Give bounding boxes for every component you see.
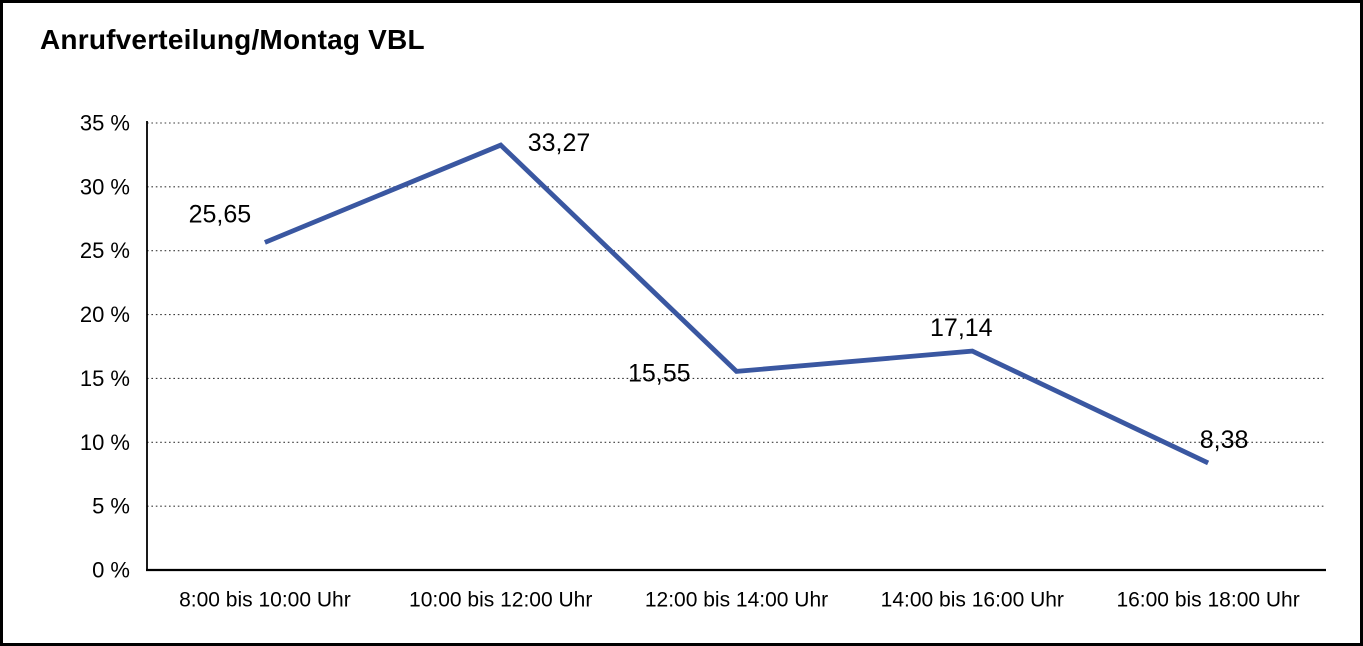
- y-axis-tick-label: 30 %: [80, 174, 130, 199]
- chart-title: Anrufverteilung/Montag VBL: [40, 24, 425, 55]
- x-axis-category-label: 12:00 bis 14:00 Uhr: [645, 589, 828, 612]
- data-point-label: 33,27: [528, 129, 591, 157]
- y-axis-tick-label: 20 %: [80, 302, 130, 327]
- data-point-label: 15,55: [628, 359, 691, 387]
- y-axis-tick-label: 5 %: [92, 494, 130, 519]
- data-point-label: 25,65: [189, 200, 252, 228]
- x-axis-category-label: 14:00 bis 16:00 Uhr: [881, 589, 1064, 612]
- y-axis-tick-label: 25 %: [80, 238, 130, 263]
- data-point-label: 8,38: [1200, 426, 1249, 454]
- chart-canvas: 0 % 5 % 10 % 15 % 20 % 25 % 30 % 35 % 8:00 bis 1…: [80, 111, 1326, 612]
- y-axis-tick-label: 15 %: [80, 366, 130, 391]
- y-axis-tick-label: 10 %: [80, 430, 130, 455]
- x-axis-category-label: 8:00 bis 10:00 Uhr: [179, 589, 351, 612]
- x-axis-category-label: 16:00 bis 18:00 Uhr: [1116, 589, 1299, 612]
- y-axis-tick-label: 0 %: [92, 558, 130, 583]
- data-line: [263, 142, 1210, 466]
- data-point-label: 17,14: [930, 314, 993, 342]
- y-axis-tick-label: 35 %: [80, 111, 130, 136]
- x-axis-category-label: 10:00 bis 12:00 Uhr: [409, 589, 592, 612]
